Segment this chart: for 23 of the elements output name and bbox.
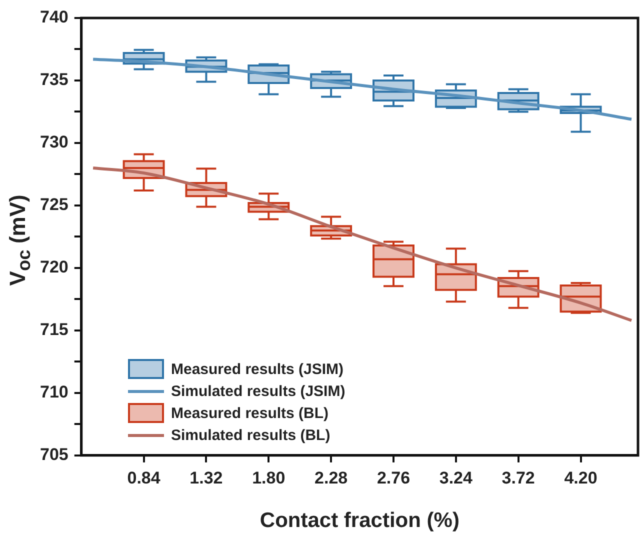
y-tick-label: 720 — [40, 258, 68, 277]
y-tick-label: 735 — [40, 70, 68, 90]
x-tick-label: 3.72 — [502, 468, 535, 488]
y-tick-label: 705 — [40, 445, 68, 464]
x-tick-label: 0.84 — [127, 468, 161, 488]
x-tick-label: 4.20 — [564, 468, 598, 488]
x-tick-label: 3.24 — [439, 468, 474, 488]
line-series — [92, 58, 633, 121]
x-axis-title: Contact fraction (%) — [260, 509, 460, 532]
legend-label: Simulated results (JSIM) — [171, 382, 346, 400]
x-tick-label: 1.32 — [190, 468, 223, 488]
legend-label: Measured results (BL) — [171, 404, 329, 422]
y-tick-label: 725 — [40, 195, 68, 214]
legend-label: Simulated results (BL) — [171, 426, 330, 444]
legend-label: Measured results (JSIM) — [171, 360, 344, 378]
y-tick-label: 730 — [40, 132, 68, 152]
line-series — [92, 166, 633, 322]
y-tick-label: 715 — [40, 320, 68, 340]
x-tick-label: 2.76 — [376, 468, 410, 488]
x-tick-label: 2.28 — [314, 468, 348, 488]
y-tick-label: 710 — [40, 382, 68, 402]
y-tick-label: 740 — [40, 8, 68, 27]
x-tick-label: 1.80 — [252, 468, 286, 488]
